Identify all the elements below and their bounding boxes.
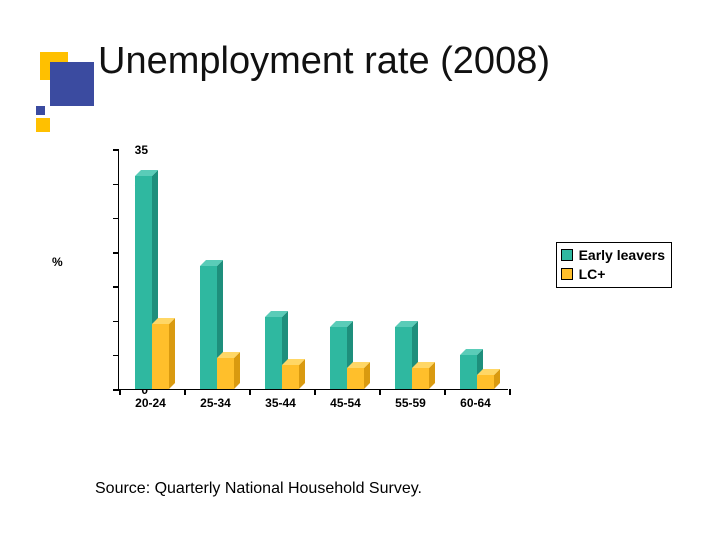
bar-lc-plus xyxy=(217,352,240,389)
x-tick xyxy=(184,389,186,395)
x-tick-label: 35-44 xyxy=(265,396,296,410)
legend-item-early-leavers: Early leavers xyxy=(561,246,665,265)
x-tick xyxy=(249,389,251,395)
decor-square-tiny-yellow xyxy=(36,118,50,132)
y-axis-label: % xyxy=(52,255,63,269)
x-tick xyxy=(314,389,316,395)
x-tick xyxy=(509,389,511,395)
bar-front xyxy=(200,266,217,389)
legend: Early leavers LC+ xyxy=(556,242,672,288)
bar-front xyxy=(347,368,364,389)
legend-swatch-lc-plus xyxy=(561,268,573,280)
x-tick-label: 55-59 xyxy=(395,396,426,410)
unemployment-chart: % 05101520253035 Early leavers LC+ 20-24… xyxy=(82,150,662,450)
title-decor xyxy=(36,48,96,148)
x-tick-label: 25-34 xyxy=(200,396,231,410)
slide: Unemployment rate (2008) % 0510152025303… xyxy=(0,0,720,540)
bar-front xyxy=(217,358,234,389)
bar-lc-plus xyxy=(347,362,370,389)
y-tick-label: 35 xyxy=(118,143,148,157)
bar-front xyxy=(395,327,412,389)
legend-label: LC+ xyxy=(579,265,606,284)
source-caption: Source: Quarterly National Household Sur… xyxy=(95,480,422,498)
bar-front xyxy=(265,317,282,389)
x-tick-label: 45-54 xyxy=(330,396,361,410)
bar-front xyxy=(152,324,169,389)
x-tick-label: 20-24 xyxy=(135,396,166,410)
bar-lc-plus xyxy=(477,369,500,389)
bar-front xyxy=(282,365,299,389)
bar-side xyxy=(169,318,175,389)
bar-lc-plus xyxy=(282,359,305,389)
x-tick xyxy=(119,389,121,395)
bar-lc-plus xyxy=(412,362,435,389)
decor-square-blue xyxy=(50,62,94,106)
decor-square-tiny-blue xyxy=(36,106,45,115)
x-tick xyxy=(379,389,381,395)
bar-front xyxy=(135,176,152,389)
page-title: Unemployment rate (2008) xyxy=(98,40,550,83)
bar-side xyxy=(234,352,240,389)
bar-front xyxy=(330,327,347,389)
legend-swatch-early-leavers xyxy=(561,249,573,261)
x-tick-label: 60-64 xyxy=(460,396,491,410)
bar-front xyxy=(460,355,477,389)
bar-front xyxy=(412,368,429,389)
legend-item-lc-plus: LC+ xyxy=(561,265,665,284)
plot-area: 05101520253035 xyxy=(118,150,508,390)
bar-lc-plus xyxy=(152,318,175,389)
bar-front xyxy=(477,375,494,389)
legend-label: Early leavers xyxy=(579,246,665,265)
x-tick xyxy=(444,389,446,395)
